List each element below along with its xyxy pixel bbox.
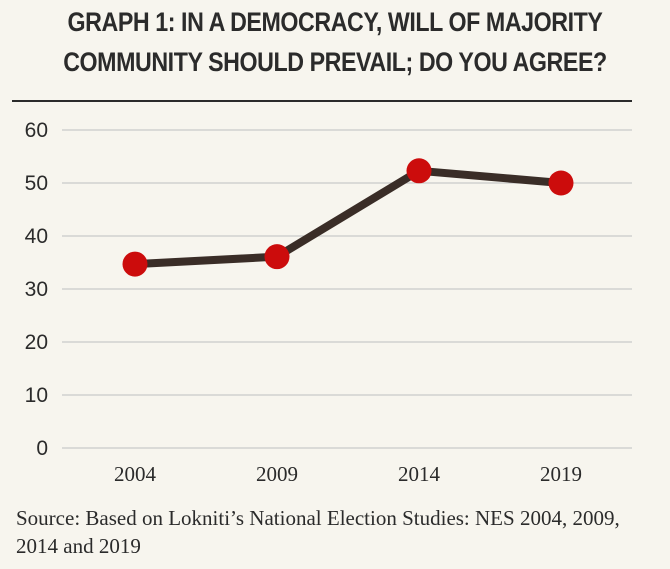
y-tick-label-0: 0 <box>36 437 48 460</box>
line-chart: 0 10 20 30 40 50 60 2004 2009 2014 2019 <box>25 119 632 486</box>
x-tick-label-2019: 2019 <box>540 462 582 486</box>
y-tick-label-30: 30 <box>25 278 48 301</box>
data-point-2009 <box>264 244 290 270</box>
series-points <box>122 158 574 277</box>
title-divider <box>12 100 632 102</box>
data-point-2014 <box>406 158 432 184</box>
x-axis-ticks: 2004 2009 2014 2019 <box>114 462 582 486</box>
data-point-2019 <box>548 170 574 196</box>
series-line <box>131 166 565 269</box>
y-tick-label-10: 10 <box>25 384 48 407</box>
y-tick-label-60: 60 <box>25 119 48 142</box>
x-tick-label-2009: 2009 <box>256 462 298 486</box>
chart-title: GRAPH 1: IN A DEMOCRACY, WILL OF MAJORIT… <box>63 7 607 77</box>
gridlines <box>62 129 632 449</box>
data-point-2004 <box>122 251 148 277</box>
x-tick-label-2014: 2014 <box>398 462 441 486</box>
series-lines <box>131 166 565 269</box>
y-axis-ticks: 0 10 20 30 40 50 60 <box>25 119 48 460</box>
source-note: Source: Based on Lokniti’s National Elec… <box>16 506 620 558</box>
y-tick-label-50: 50 <box>25 172 48 195</box>
x-tick-label-2004: 2004 <box>114 462 157 486</box>
y-tick-label-40: 40 <box>25 225 48 248</box>
y-tick-label-20: 20 <box>25 331 48 354</box>
